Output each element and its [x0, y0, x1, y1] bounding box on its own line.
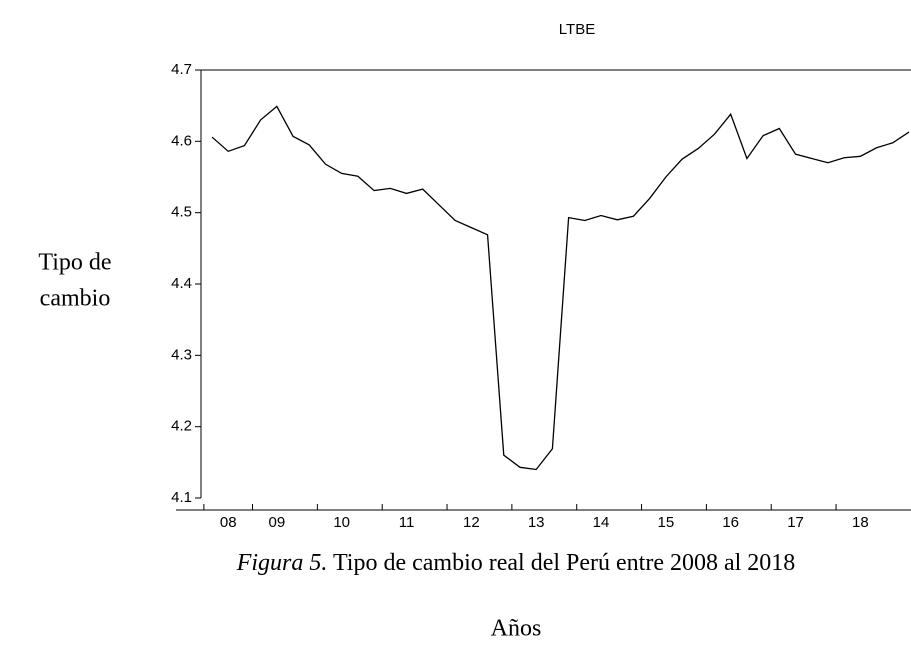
y-tick-label: 4.3 [171, 346, 192, 363]
x-tick-label: 14 [593, 514, 610, 531]
x-tick-label: 10 [333, 514, 350, 531]
y-axis-label: Tipo de [38, 250, 111, 276]
y-axis-label: cambio [40, 286, 111, 312]
x-tick-label: 15 [658, 514, 675, 531]
x-tick-label: 11 [399, 514, 415, 531]
x-tick-label: 12 [463, 514, 480, 531]
y-tick-label: 4.5 [171, 204, 192, 221]
x-tick-label: 13 [528, 514, 545, 531]
line-series [211, 105, 910, 471]
x-tick-label: 08 [220, 514, 237, 531]
chart-title: LTBE [559, 21, 595, 38]
x-axis-label: Años [491, 616, 542, 642]
caption: Figura 5. Tipo de cambio real del Perú e… [236, 550, 796, 576]
y-tick-label: 4.1 [171, 489, 192, 506]
x-tick-label: 18 [852, 514, 869, 531]
caption-label: Figura 5. [236, 550, 328, 576]
x-tick-label: 17 [787, 514, 804, 531]
y-tick-label: 4.6 [171, 132, 192, 149]
y-tick-label: 4.4 [171, 275, 192, 292]
x-tick-label: 16 [722, 514, 739, 531]
y-tick-label: 4.7 [171, 61, 192, 78]
y-tick-label: 4.2 [171, 418, 192, 435]
x-tick-label: 09 [268, 514, 285, 531]
caption-text: Tipo de cambio real del Perú entre 2008 … [333, 550, 795, 576]
